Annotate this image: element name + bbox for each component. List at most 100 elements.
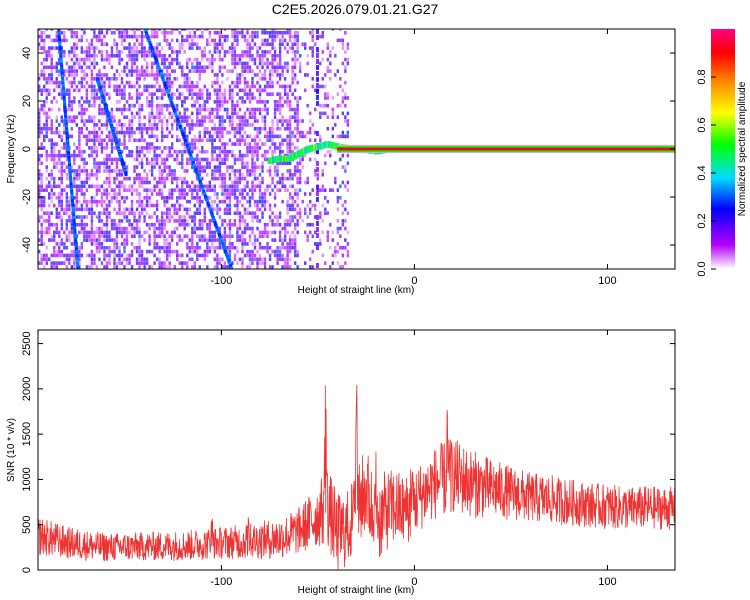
spectrogram-cell	[83, 161, 86, 166]
spectrogram-cell	[248, 234, 252, 239]
spectrogram-cell	[258, 257, 262, 262]
spectrogram-cell	[53, 88, 56, 93]
spectrogram-cell	[83, 199, 86, 204]
spectrogram-streak	[65, 137, 69, 141]
spectrogram-cell	[110, 30, 114, 35]
spectrogram-cell	[278, 245, 282, 250]
spectrogram-cell	[65, 257, 69, 262]
spectrogram-cell	[133, 130, 136, 135]
spectrogram-cell	[70, 215, 74, 219]
spectrogram-cell	[120, 219, 124, 223]
spectrogram-cell	[110, 219, 114, 223]
spectrogram-cell	[256, 199, 259, 204]
spectrogram-cell	[105, 234, 109, 239]
spectrogram-cell	[148, 146, 151, 150]
spectrogram-cell	[233, 211, 237, 215]
spectrogram-cell	[228, 219, 232, 223]
spectrogram-cell	[226, 234, 229, 239]
spectrogram-cell	[319, 103, 322, 108]
spectrogram-cell	[68, 230, 71, 235]
spectrogram-cell	[309, 126, 312, 131]
spectrogram-cell	[73, 249, 76, 254]
spectrogram-cell	[176, 211, 179, 215]
spectrogram-cell	[108, 134, 111, 139]
spectrogram-streak	[67, 153, 71, 158]
spectrogram-cell	[103, 65, 106, 70]
spectrogram-cell	[50, 46, 53, 50]
spectrogram-cell	[178, 215, 181, 219]
spectrogram-cell	[276, 222, 279, 227]
spectrogram-cell	[93, 242, 96, 246]
spectrogram-cell	[115, 265, 119, 269]
spectrogram-cell	[238, 142, 242, 146]
spectrogram-cell	[271, 142, 274, 146]
spectrogram-cell	[241, 73, 244, 77]
spectrogram-cell	[283, 88, 287, 93]
spectrogram-cell	[196, 107, 199, 112]
spectrogram-cell	[163, 184, 166, 189]
spectrogram-cell	[346, 249, 350, 254]
spectrogram-cell	[163, 165, 166, 169]
spectrogram-cell	[278, 73, 282, 77]
spectrogram-cell	[168, 146, 171, 150]
spectrogram-cell	[218, 138, 222, 143]
spectrogram-cell	[138, 226, 141, 231]
spectrogram-cell	[286, 257, 289, 262]
spectrogram-cell	[90, 88, 94, 93]
spectrogram-cell	[221, 123, 224, 127]
spectrogram-cell	[90, 92, 94, 96]
spectrogram-cell	[148, 50, 151, 54]
spectrogram-cell	[228, 130, 232, 135]
spectrogram-cell	[288, 46, 292, 50]
spectrogram-cell	[105, 192, 109, 196]
spectrogram-cell	[125, 230, 129, 235]
spectrogram-cell	[193, 211, 196, 215]
spectrogram-cell	[329, 149, 332, 154]
spectrogram-cell	[105, 196, 109, 200]
spectrogram-cell	[233, 196, 237, 200]
spectrogram-cell	[140, 123, 144, 127]
spectrogram-cell	[58, 192, 61, 196]
spectrogram-cell	[283, 234, 287, 239]
spectrogram-cell	[140, 53, 144, 58]
spectrogram-cell	[181, 192, 184, 196]
spectrogram-cell	[98, 96, 101, 100]
spectrogram-cell	[288, 249, 292, 254]
spectrogram-cell	[241, 96, 244, 100]
spectrogram-cell	[196, 226, 199, 231]
spectrogram-cell	[108, 238, 111, 242]
spectrogram-cell	[293, 249, 297, 254]
spectrogram-cell	[238, 88, 242, 93]
spectrogram-streak	[64, 122, 68, 127]
snr-series-line	[38, 384, 675, 570]
spectrogram-cell	[120, 111, 124, 116]
spectrogram-cell	[221, 173, 224, 177]
spectrogram-cell	[150, 173, 154, 177]
spectrogram-cell	[160, 103, 164, 108]
spectrogram-cell	[123, 211, 126, 215]
spectrogram-cell	[55, 69, 58, 73]
spectrogram-cell	[110, 50, 114, 54]
spectrogram-cell	[85, 234, 89, 239]
spectrogram-cell	[201, 88, 204, 93]
spectrogram-cell	[193, 84, 196, 89]
spectrogram-cell	[135, 226, 139, 231]
spectrogram-cell	[53, 230, 56, 235]
spectrogram-cell	[38, 169, 41, 173]
spectrogram-cell	[311, 50, 314, 54]
spectrogram-cell	[309, 257, 312, 262]
spectrogram-cell	[133, 215, 136, 219]
spectrogram-cell	[65, 199, 69, 204]
spectrogram-cell	[268, 126, 272, 131]
spectrogram-cell	[266, 169, 269, 173]
spectrogram-cell	[38, 46, 41, 50]
spectrogram-cell	[115, 234, 119, 239]
spectrogram-cell	[263, 188, 267, 192]
spectrogram-cell	[231, 57, 234, 62]
spectrogram-cell	[78, 138, 81, 143]
spectrogram-cell	[256, 30, 259, 35]
spectrogram-cell	[70, 84, 74, 89]
spectrogram-cell	[75, 115, 79, 119]
spectrogram-streak	[70, 192, 74, 197]
